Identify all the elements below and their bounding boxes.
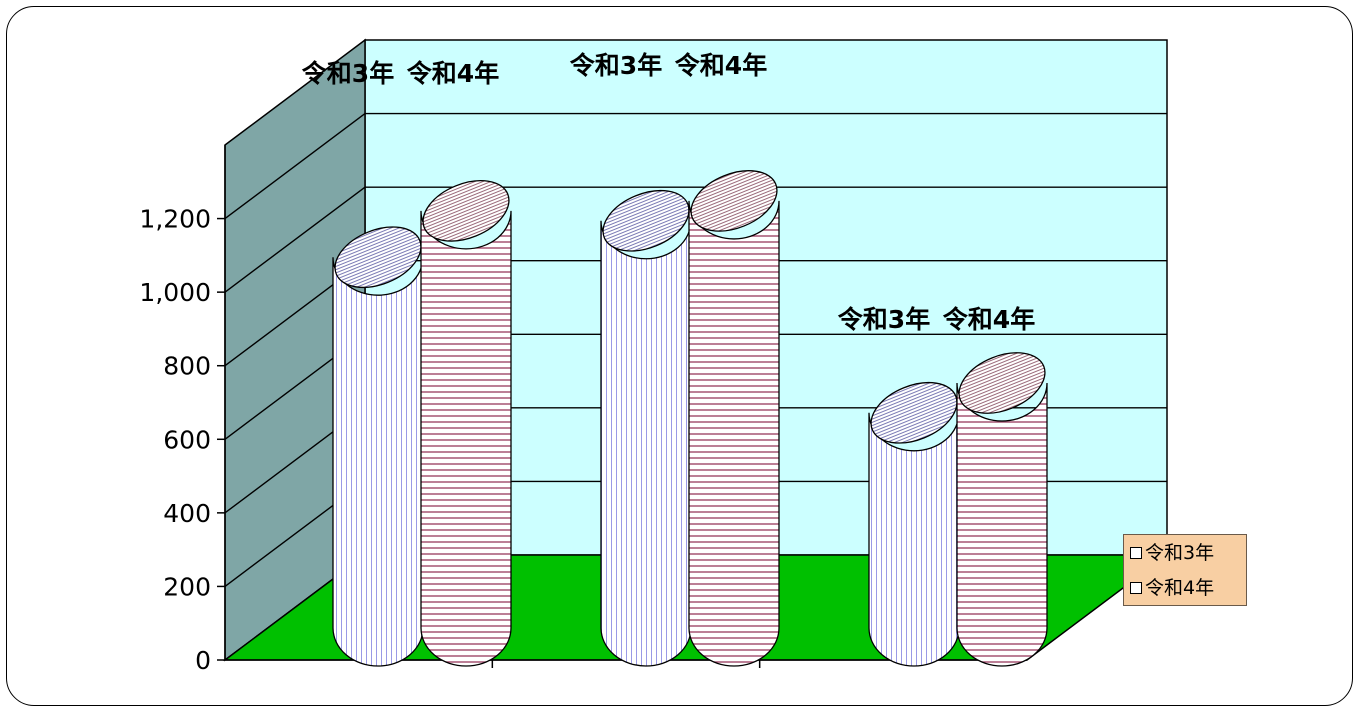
cylinder-1-3 (868, 381, 960, 667)
legend-item-series-1: 令和3年 (1130, 540, 1214, 566)
y-tick-label: 0 (195, 646, 211, 675)
y-tick-label: 800 (163, 352, 211, 381)
cylinder-body (332, 257, 424, 667)
cylinder-body (688, 200, 780, 667)
cylinder-body (956, 383, 1048, 667)
cylinder-top (870, 381, 958, 444)
cylinder-1-1 (332, 226, 424, 667)
data-label-1-1: 令和3年 (302, 59, 394, 88)
legend-label-series-2: 令和4年 (1145, 577, 1215, 599)
cylinder-top (422, 180, 510, 242)
chart-legend: 令和3年 令和4年 (1123, 534, 1247, 606)
cylinder-top (602, 189, 690, 252)
data-label-2-2: 令和4年 (675, 51, 767, 80)
y-tick-label: 600 (163, 425, 211, 454)
y-tick-label: 1,200 (139, 205, 211, 234)
data-label-1-3: 令和3年 (838, 305, 930, 334)
cylinder-body (868, 412, 960, 667)
y-tick-label: 200 (163, 572, 211, 601)
legend-swatch-series-1 (1130, 547, 1142, 559)
data-label-2-1: 令和4年 (407, 59, 499, 88)
gridline-side (224, 113, 366, 220)
cylinder-2-2 (688, 170, 780, 667)
cylinder-2-1 (420, 180, 512, 667)
data-label-1-2: 令和3年 (570, 51, 662, 80)
cylinder-top (690, 170, 778, 232)
y-tick-label: 1,000 (139, 278, 211, 307)
cylinder-top (334, 226, 422, 289)
data-label-2-3: 令和4年 (943, 305, 1035, 334)
cylinder-body (420, 210, 512, 667)
cylinder-1-2 (600, 189, 692, 667)
gridline-side (224, 186, 366, 293)
cylinder-body (600, 220, 692, 667)
cylinder-2-3 (956, 352, 1048, 667)
legend-swatch-series-2 (1130, 582, 1142, 594)
legend-item-series-2: 令和4年 (1130, 575, 1214, 601)
cylinder-top (958, 352, 1046, 414)
y-tick-label: 400 (163, 499, 211, 528)
legend-label-series-1: 令和3年 (1145, 542, 1215, 564)
